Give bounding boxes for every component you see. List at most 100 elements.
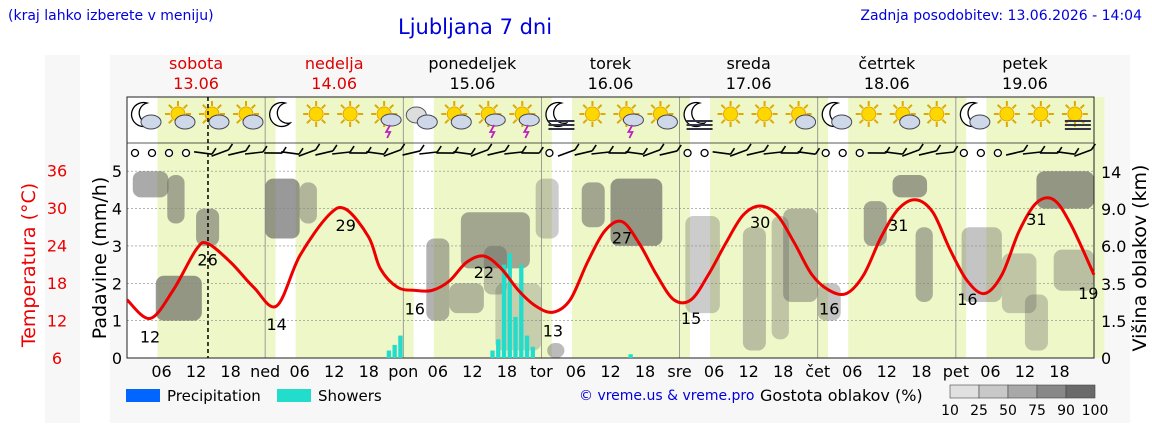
- sun-icon: [751, 101, 778, 127]
- wind-barb-icon: [436, 145, 442, 153]
- location-hint-link[interactable]: (kraj lahko izberete v meniju): [8, 8, 214, 24]
- cloud-density-legend-tick: 10: [941, 403, 959, 419]
- precip-tick-label: 4: [112, 200, 122, 219]
- wind-barb-icon: [884, 151, 903, 155]
- wind-barb-icon: [746, 143, 752, 151]
- x-hour-tick: 12: [738, 362, 758, 381]
- temperature-value-label: 19: [1078, 284, 1098, 303]
- showers-bar: [490, 350, 495, 358]
- precip-axis-label: Padavine (mm/h): [89, 177, 111, 340]
- showers-bar: [524, 335, 530, 358]
- cloud-density-legend-title: Gostota oblakov (%): [760, 386, 923, 405]
- cloud-density-area: [449, 283, 484, 314]
- wind-barb-icon: [419, 151, 438, 155]
- wind-calm-icon: [130, 148, 140, 158]
- wind-calm-icon: [700, 148, 709, 158]
- sun-cloud-icon: [199, 101, 230, 130]
- x-hour-tick: 18: [773, 362, 793, 381]
- wind-barb-icon: [1090, 143, 1096, 151]
- moon-cloud-icon: [959, 101, 991, 130]
- cloud-density-area: [863, 201, 887, 246]
- temperature-tick-label: 18: [47, 274, 67, 293]
- day-name: ponedeljek: [428, 54, 517, 73]
- x-hour-tick: 06: [289, 362, 309, 381]
- x-hour-tick: 18: [220, 362, 240, 381]
- wind-barb-icon: [591, 151, 610, 155]
- cloud-density-area: [685, 216, 720, 314]
- cloud-density-area: [581, 182, 605, 228]
- wind-barb-icon: [399, 143, 406, 151]
- wind-barb-icon: [1040, 145, 1046, 153]
- cloud-density-area: [265, 178, 300, 239]
- wind-barb-icon: [315, 150, 334, 156]
- wind-barb-icon: [659, 143, 665, 151]
- moon-cloud-icon: [130, 101, 162, 130]
- wind-barb-icon: [608, 145, 615, 153]
- temperature-tick-label: 12: [47, 312, 67, 331]
- sun-icon: [303, 101, 330, 127]
- wind-barb-icon: [814, 147, 821, 155]
- wind-calm-icon: [545, 148, 554, 158]
- wind-barb-icon: [935, 151, 954, 155]
- temperature-value-label: 13: [543, 321, 563, 340]
- cloud-density-area: [1053, 249, 1094, 291]
- wind-barb-icon: [746, 150, 765, 156]
- plot-frame: [126, 96, 1095, 359]
- cloud-height-axis-label: Višina oblakov (km): [1129, 165, 1151, 352]
- wind-barb-icon: [538, 146, 544, 154]
- temperature-value-label: 14: [266, 315, 286, 334]
- day-name: torek: [590, 54, 632, 73]
- wind-barb-icon: [211, 149, 229, 157]
- cloud-density-legend-swatch: [1007, 384, 1038, 399]
- day-name: sobota: [169, 54, 223, 73]
- showers-legend-label: Showers: [318, 387, 382, 405]
- wind-calm-icon: [683, 148, 692, 158]
- moon-fog-icon: [683, 101, 713, 130]
- day-date: 13.06: [173, 74, 219, 93]
- wind-barb-icon: [487, 143, 493, 151]
- wind-calm-icon: [838, 148, 847, 158]
- wind-barb-icon: [797, 151, 816, 155]
- sun-cloud-icon: [165, 101, 196, 130]
- cloud-height-tick-label: 0: [1101, 349, 1111, 368]
- temperature-tick-label: 30: [47, 199, 67, 218]
- x-day-abbr: čet: [805, 362, 830, 381]
- moon-fog-icon: [545, 101, 575, 130]
- wind-barb-icon: [935, 144, 942, 152]
- temperature-tick-label: 36: [47, 162, 67, 181]
- wind-barb-icon: [1022, 144, 1029, 152]
- wind-barb-icon: [298, 149, 316, 157]
- wind-calm-icon: [164, 148, 174, 158]
- chart-title: Ljubljana 7 dni: [398, 15, 553, 39]
- copyright-link[interactable]: © vreme.us & vreme.pro: [579, 388, 755, 404]
- x-hour-tick: 12: [600, 362, 620, 381]
- cloud-density-area: [196, 208, 220, 246]
- wind-barb-icon: [901, 147, 908, 155]
- wind-barb-icon: [262, 145, 268, 153]
- wind-barb-icon: [1022, 151, 1041, 155]
- temperature-value-label: 27: [612, 229, 632, 248]
- x-day-abbr: ned: [250, 362, 280, 381]
- x-hour-tick: 12: [1015, 362, 1035, 381]
- wind-barb-icon: [314, 143, 321, 151]
- cloud-density-legend-swatch: [1036, 384, 1067, 399]
- sun-cloud-icon: [233, 101, 264, 130]
- showers-bar: [513, 316, 518, 358]
- temperature-value-label: 31: [888, 216, 908, 235]
- cloud-height-tick-label: 6.0: [1101, 237, 1126, 256]
- x-day-abbr: pon: [388, 362, 418, 381]
- precipitation-legend-swatch: [126, 389, 160, 402]
- cloud-density-legend-tick: 25: [970, 403, 988, 419]
- moon-icon: [269, 101, 293, 128]
- wind-calm-icon: [959, 148, 969, 158]
- wind-barb-icon: [332, 144, 338, 152]
- daylight-band: [986, 97, 1105, 358]
- precip-tick-label: 2: [112, 274, 122, 293]
- cloud-density-area: [299, 182, 317, 224]
- cloud-density-area: [547, 343, 565, 358]
- wind-barb-icon: [729, 149, 748, 157]
- x-hour-tick: 18: [359, 362, 379, 381]
- x-hour-tick: 12: [324, 362, 344, 381]
- wind-barb-icon: [918, 143, 924, 151]
- x-hour-tick: 06: [980, 362, 1000, 381]
